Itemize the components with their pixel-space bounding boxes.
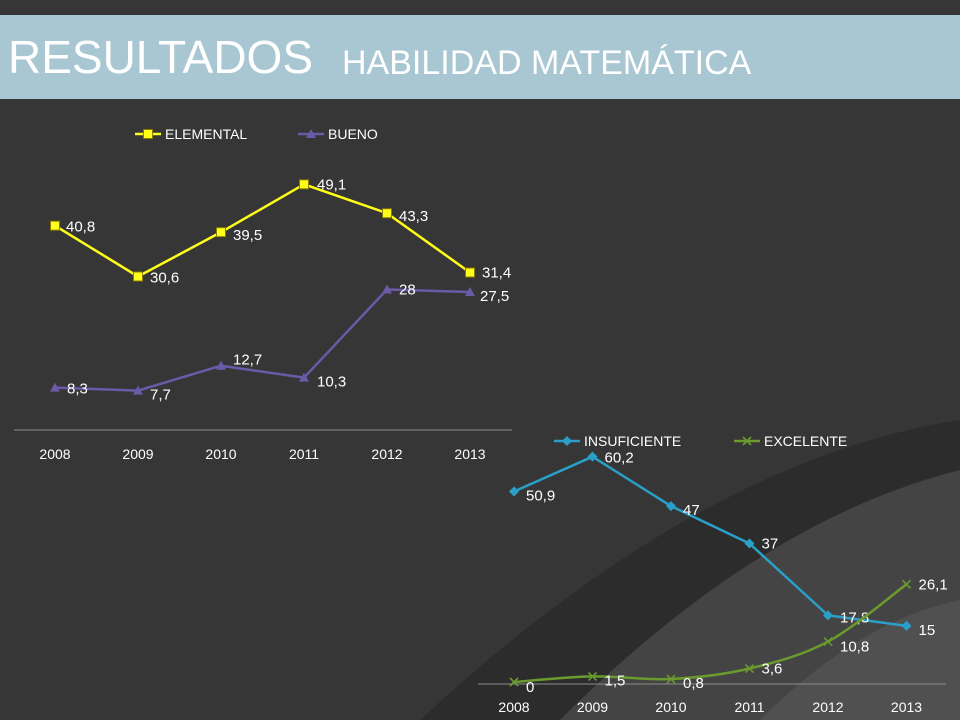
data-label-insuficiente: 17,8 xyxy=(840,609,869,626)
legend-item-excelente: EXCELENTE xyxy=(734,433,847,449)
data-point-bueno xyxy=(133,385,143,395)
data-point-elemental xyxy=(465,267,475,278)
data-label-elemental: 40,8 xyxy=(66,219,95,236)
data-point-insuficiente xyxy=(509,486,519,497)
data-label-bueno: 12,7 xyxy=(233,352,262,369)
data-point-bueno xyxy=(465,286,475,296)
data-point-bueno xyxy=(299,372,309,382)
data-label-excelente: 3,6 xyxy=(762,661,783,678)
legend-label: BUENO xyxy=(328,126,378,142)
legend-label: EXCELENTE xyxy=(764,433,847,449)
data-label-elemental: 43,3 xyxy=(399,208,428,225)
data-point-bueno xyxy=(216,360,226,370)
data-point-elemental xyxy=(299,179,309,190)
series-line-excelente xyxy=(513,583,908,684)
title-bar xyxy=(0,15,960,99)
data-label-excelente: 10,8 xyxy=(840,639,869,656)
series-line-bueno xyxy=(54,288,471,392)
x-tick-label: 2008 xyxy=(498,699,529,715)
data-label-excelente: 26,1 xyxy=(919,576,948,593)
series-line-insuficiente xyxy=(513,455,907,628)
data-point-excelente xyxy=(744,663,755,674)
data-point-excelente xyxy=(901,579,912,589)
data-point-elemental xyxy=(382,208,392,219)
x-tick-label: 2013 xyxy=(454,446,485,462)
legend-label: INSUFICIENTE xyxy=(584,433,681,449)
data-label-bueno: 8,3 xyxy=(67,381,88,398)
data-label-excelente: 1,5 xyxy=(605,672,626,689)
legend-item-bueno: BUENO xyxy=(298,126,378,142)
data-label-bueno: 7,7 xyxy=(150,387,171,404)
data-label-bueno: 28 xyxy=(399,281,416,298)
x-tick-label: 2010 xyxy=(205,446,236,462)
data-label-elemental: 31,4 xyxy=(482,265,511,282)
data-label-excelente: 0 xyxy=(526,679,534,696)
data-label-elemental: 49,1 xyxy=(317,176,346,193)
page-title: RESULTADOS xyxy=(8,31,314,83)
series-line-elemental xyxy=(54,183,471,278)
data-label-insuficiente: 50,9 xyxy=(526,487,555,504)
background-swoosh-corner xyxy=(760,600,960,720)
data-label-insuficiente: 15 xyxy=(919,622,936,639)
data-label-insuficiente: 47 xyxy=(683,502,700,519)
data-label-elemental: 30,6 xyxy=(150,270,179,287)
data-point-elemental xyxy=(133,271,143,282)
data-label-excelente: 0,8 xyxy=(683,675,704,692)
x-tick-label: 2008 xyxy=(39,446,70,462)
data-label-elemental: 39,5 xyxy=(233,227,262,244)
data-point-excelente xyxy=(509,677,519,687)
x-tick-label: 2009 xyxy=(122,446,153,462)
x-tick-label: 2012 xyxy=(812,699,843,715)
x-tick-label: 2010 xyxy=(655,699,686,715)
data-point-insuficiente xyxy=(587,451,598,462)
data-point-insuficiente xyxy=(744,538,755,549)
x-tick-label: 2012 xyxy=(371,446,402,462)
x-tick-label: 2013 xyxy=(891,699,922,715)
data-label-insuficiente: 60,2 xyxy=(605,450,634,467)
legend-marker xyxy=(143,129,153,139)
data-point-excelente xyxy=(666,674,676,684)
data-point-insuficiente xyxy=(901,620,912,631)
data-point-elemental xyxy=(216,227,226,238)
x-tick-label: 2009 xyxy=(577,699,608,715)
x-tick-label: 2011 xyxy=(289,446,319,462)
legend-marker xyxy=(562,436,572,446)
page-subtitle: HABILIDAD MATEMÁTICA xyxy=(342,44,752,82)
legend-marker xyxy=(306,129,316,138)
data-point-excelente xyxy=(587,671,598,681)
data-point-insuficiente xyxy=(823,610,833,621)
legend-item-elemental: ELEMENTAL xyxy=(135,126,247,142)
legend-label: ELEMENTAL xyxy=(165,126,247,142)
legend-item-insuficiente: INSUFICIENTE xyxy=(554,433,681,449)
data-point-insuficiente xyxy=(666,501,676,512)
data-point-elemental xyxy=(50,220,60,231)
data-point-bueno xyxy=(382,284,392,294)
legend-marker xyxy=(742,436,752,446)
data-label-bueno: 10,3 xyxy=(317,374,346,391)
data-label-bueno: 27,5 xyxy=(480,288,509,305)
data-point-excelente xyxy=(823,637,833,647)
x-tick-label: 2011 xyxy=(734,699,764,715)
data-point-bueno xyxy=(50,382,60,392)
data-label-insuficiente: 37 xyxy=(762,536,779,553)
